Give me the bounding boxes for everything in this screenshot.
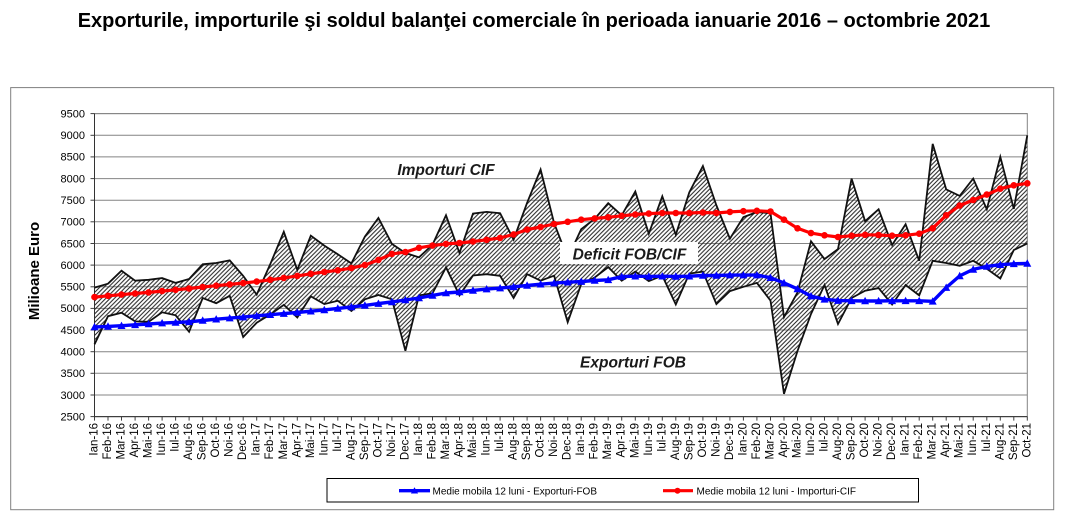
- svg-text:Dec-19: Dec-19: [724, 423, 736, 460]
- svg-text:5500: 5500: [61, 282, 85, 294]
- svg-text:Oct-19: Oct-19: [697, 423, 709, 458]
- svg-text:4500: 4500: [61, 325, 85, 337]
- svg-text:Oct-16: Oct-16: [210, 423, 222, 458]
- svg-text:Oct-21: Oct-21: [1021, 423, 1033, 458]
- svg-text:Mai-16: Mai-16: [143, 423, 155, 458]
- svg-text:Mai-21: Mai-21: [954, 423, 966, 458]
- svg-text:Mar-21: Mar-21: [927, 423, 939, 459]
- svg-text:Feb-21: Feb-21: [913, 423, 925, 459]
- svg-text:Mar-18: Mar-18: [440, 423, 452, 459]
- svg-text:Feb-18: Feb-18: [427, 423, 439, 459]
- svg-text:Oct-20: Oct-20: [859, 423, 871, 458]
- svg-text:Deficit FOB/CIF: Deficit FOB/CIF: [573, 247, 687, 264]
- svg-text:Iul-18: Iul-18: [494, 423, 506, 452]
- svg-text:Dec-20: Dec-20: [886, 423, 898, 460]
- svg-text:Aug-21: Aug-21: [994, 423, 1006, 460]
- svg-text:Medie mobila 12 luni - Importu: Medie mobila 12 luni - Importuri-CIF: [697, 486, 857, 497]
- svg-text:Aug-19: Aug-19: [670, 423, 682, 460]
- svg-text:Iun-19: Iun-19: [643, 423, 655, 456]
- svg-text:Milioane Euro: Milioane Euro: [26, 222, 43, 320]
- svg-text:Iul-19: Iul-19: [656, 423, 668, 452]
- svg-text:Aug-17: Aug-17: [345, 423, 357, 460]
- svg-text:Feb-17: Feb-17: [264, 423, 276, 459]
- svg-text:Apr-16: Apr-16: [129, 423, 141, 458]
- svg-text:Oct-17: Oct-17: [372, 423, 384, 458]
- svg-text:2500: 2500: [61, 411, 85, 423]
- svg-text:Ian-19: Ian-19: [575, 423, 587, 456]
- svg-text:Sep-17: Sep-17: [359, 423, 371, 460]
- svg-text:4000: 4000: [61, 347, 85, 359]
- svg-text:Aug-18: Aug-18: [508, 423, 520, 460]
- svg-text:Feb-19: Feb-19: [589, 423, 601, 459]
- svg-text:Iul-20: Iul-20: [819, 423, 831, 452]
- svg-text:Mar-16: Mar-16: [116, 423, 128, 459]
- svg-text:Noi-18: Noi-18: [548, 423, 560, 457]
- svg-text:Dec-16: Dec-16: [237, 423, 249, 460]
- svg-text:Mai-19: Mai-19: [629, 423, 641, 458]
- svg-text:Mai-17: Mai-17: [305, 423, 317, 458]
- svg-text:Exporturi FOB: Exporturi FOB: [580, 355, 686, 372]
- svg-text:Iun-21: Iun-21: [967, 423, 979, 456]
- svg-text:Iul-17: Iul-17: [332, 423, 344, 452]
- svg-text:6000: 6000: [61, 260, 85, 272]
- svg-text:Aug-20: Aug-20: [832, 423, 844, 460]
- svg-text:Medie mobila 12 luni - Exportu: Medie mobila 12 luni - Exporturi-FOB: [433, 486, 598, 497]
- svg-text:Mai-18: Mai-18: [467, 423, 479, 458]
- svg-text:Apr-17: Apr-17: [291, 423, 303, 458]
- svg-text:Exporturile, importurile şi so: Exporturile, importurile şi soldul balan…: [78, 10, 991, 32]
- svg-text:Ian-18: Ian-18: [413, 423, 425, 456]
- svg-text:Sep-18: Sep-18: [521, 423, 533, 460]
- svg-text:Sep-20: Sep-20: [846, 423, 858, 460]
- svg-text:8000: 8000: [61, 173, 85, 185]
- svg-text:Apr-19: Apr-19: [616, 423, 628, 458]
- svg-text:Dec-18: Dec-18: [562, 423, 574, 460]
- svg-text:Sep-16: Sep-16: [197, 423, 209, 460]
- svg-text:Iul-21: Iul-21: [981, 423, 993, 452]
- svg-text:Apr-21: Apr-21: [940, 423, 952, 458]
- svg-text:3000: 3000: [61, 390, 85, 402]
- svg-text:Iul-16: Iul-16: [170, 423, 182, 452]
- svg-text:Ian-20: Ian-20: [737, 423, 749, 456]
- svg-text:Mar-19: Mar-19: [602, 423, 614, 459]
- svg-text:Sep-21: Sep-21: [1008, 423, 1020, 460]
- svg-text:Noi-17: Noi-17: [386, 423, 398, 457]
- svg-text:Importuri CIF: Importuri CIF: [397, 162, 495, 179]
- svg-text:Dec-17: Dec-17: [399, 423, 411, 460]
- svg-text:6500: 6500: [61, 238, 85, 250]
- svg-text:9000: 9000: [61, 130, 85, 142]
- svg-text:Feb-20: Feb-20: [751, 423, 763, 459]
- svg-text:5000: 5000: [61, 303, 85, 315]
- svg-text:Ian-21: Ian-21: [900, 423, 912, 456]
- svg-text:Ian-17: Ian-17: [251, 423, 263, 456]
- svg-text:Aug-16: Aug-16: [183, 423, 195, 460]
- svg-text:Noi-16: Noi-16: [224, 423, 236, 457]
- svg-text:3500: 3500: [61, 368, 85, 380]
- svg-text:Ian-16: Ian-16: [89, 423, 101, 456]
- svg-text:Sep-19: Sep-19: [683, 423, 695, 460]
- svg-text:Mar-17: Mar-17: [278, 423, 290, 459]
- svg-text:Noi-19: Noi-19: [710, 423, 722, 457]
- svg-text:7500: 7500: [61, 195, 85, 207]
- svg-text:Mar-20: Mar-20: [765, 423, 777, 459]
- svg-text:Feb-16: Feb-16: [102, 423, 114, 459]
- svg-text:Iun-16: Iun-16: [156, 423, 168, 456]
- svg-text:Iun-20: Iun-20: [805, 423, 817, 456]
- svg-text:Oct-18: Oct-18: [535, 423, 547, 458]
- svg-text:Apr-20: Apr-20: [778, 423, 790, 458]
- svg-text:Iun-17: Iun-17: [318, 423, 330, 456]
- svg-text:Apr-18: Apr-18: [454, 423, 466, 458]
- svg-text:8500: 8500: [61, 152, 85, 164]
- svg-text:Mai-20: Mai-20: [792, 423, 804, 458]
- svg-text:7000: 7000: [61, 217, 85, 229]
- svg-text:Iun-18: Iun-18: [481, 423, 493, 456]
- svg-text:Noi-20: Noi-20: [873, 423, 885, 457]
- svg-text:9500: 9500: [61, 108, 85, 120]
